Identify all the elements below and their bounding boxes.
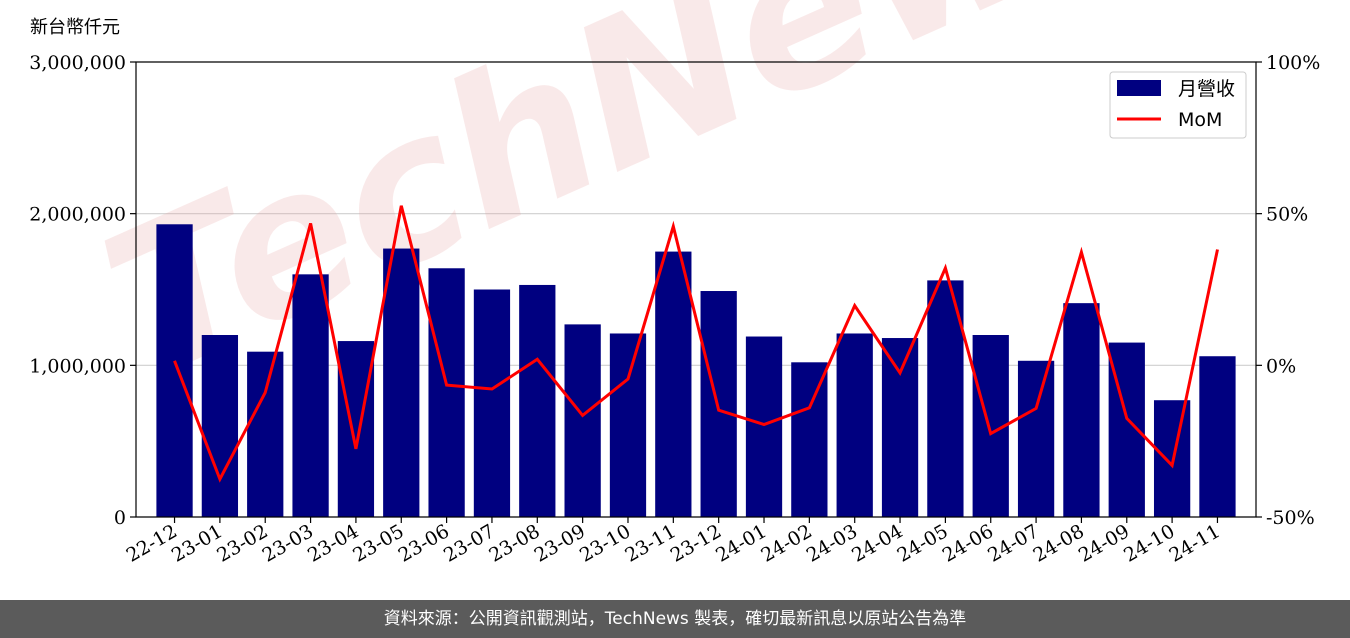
unit-label: 新台幣仟元 (30, 17, 120, 38)
revenue-bar (519, 284, 556, 517)
x-tick-label: 23-08 (485, 520, 543, 566)
right-tick-label: 50% (1266, 204, 1308, 226)
x-tick-label: 23-07 (440, 520, 498, 566)
revenue-chart: 新台幣仟元 TechNews 01,000,0002,000,0003,000,… (29, 0, 1320, 567)
x-tick-label: 23-11 (621, 520, 679, 566)
revenue-bar (881, 338, 919, 517)
x-tick-label: 24-05 (893, 520, 951, 566)
right-y-axis: -50% 0% 50% 100% (1256, 52, 1320, 529)
revenue-bar (1063, 303, 1100, 517)
mom-line (173, 205, 1219, 483)
x-tick-label: 23-09 (531, 520, 589, 566)
left-tick-label: 2,000,000 (29, 204, 126, 226)
x-tick-label: 24-04 (848, 520, 906, 566)
x-tick-label: 23-05 (349, 520, 407, 566)
revenue-bar (791, 362, 828, 517)
x-tick-label: 24-09 (1075, 520, 1133, 566)
x-tick-label: 24-10 (1120, 520, 1178, 566)
x-tick-label: 24-07 (984, 520, 1042, 566)
source-footer: 資料來源：公開資訊觀測站，TechNews 製表，確切最新訊息以原站公告為準 (0, 600, 1350, 638)
left-tick-label: 3,000,000 (29, 52, 126, 74)
x-axis: 22-1223-0123-0223-0323-0423-0523-0623-07… (123, 517, 1224, 567)
right-tick-label: 0% (1266, 355, 1296, 377)
legend-mom-label: MoM (1178, 109, 1222, 131)
x-tick-label: 24-02 (757, 520, 815, 566)
revenue-bar (247, 351, 284, 517)
x-tick-label: 24-01 (712, 520, 770, 566)
x-tick-label: 24-06 (939, 520, 997, 566)
legend-revenue-label: 月營收 (1178, 78, 1235, 100)
revenue-bar (1017, 360, 1055, 517)
x-tick-label: 23-03 (259, 520, 317, 566)
x-tick-label: 23-01 (168, 520, 226, 566)
revenue-bar (201, 335, 239, 517)
mom-line-group (173, 205, 1219, 483)
revenue-bar (292, 274, 329, 517)
revenue-bar (745, 336, 783, 517)
legend-bar-swatch (1117, 80, 1161, 96)
revenue-bar (655, 251, 692, 518)
revenue-bar (156, 224, 193, 518)
x-tick-label: 22-12 (123, 520, 181, 566)
legend: 月營收 MoM (1109, 71, 1247, 139)
revenue-bar (927, 280, 964, 517)
x-tick-label: 23-02 (213, 520, 271, 566)
revenue-bar (836, 333, 873, 517)
x-tick-label: 24-08 (1029, 520, 1087, 566)
right-tick-label: -50% (1266, 507, 1315, 529)
revenue-bar (383, 248, 420, 518)
revenue-bar (473, 289, 511, 517)
revenue-bar (337, 341, 375, 517)
x-tick-label: 23-06 (395, 520, 453, 566)
revenue-bar (428, 268, 465, 517)
revenue-bar (1199, 356, 1236, 517)
left-tick-label: 0 (114, 507, 126, 529)
left-y-axis: 0 1,000,000 2,000,000 3,000,000 (29, 52, 136, 529)
x-tick-label: 24-03 (803, 520, 861, 566)
revenue-bar (609, 333, 647, 517)
revenue-bar (564, 324, 601, 517)
x-tick-label: 23-04 (304, 520, 362, 566)
x-tick-label: 23-10 (576, 520, 634, 566)
x-tick-label: 24-11 (1166, 520, 1224, 566)
x-tick-label: 23-12 (667, 520, 725, 566)
plot-frame (135, 61, 1257, 518)
left-tick-label: 1,000,000 (29, 355, 126, 377)
right-tick-label: 100% (1266, 52, 1320, 74)
